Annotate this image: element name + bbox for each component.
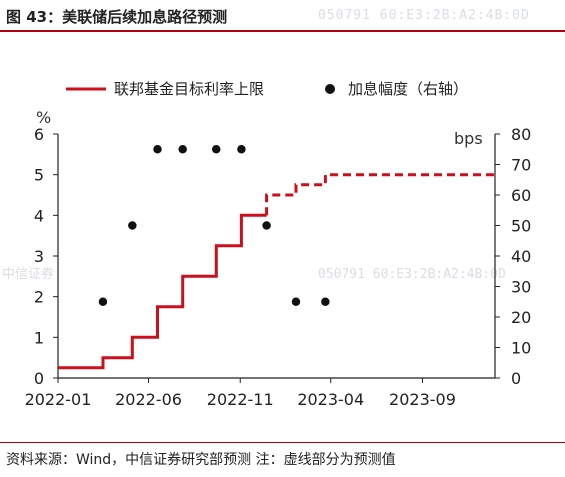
left-tick-label: 1 xyxy=(34,328,44,347)
left-tick-label: 5 xyxy=(34,166,44,185)
hike-point xyxy=(235,143,248,155)
x-tick-label: 2022-11 xyxy=(207,390,274,409)
rate-line-forecast xyxy=(265,173,495,216)
x-tick-label: 2022-01 xyxy=(25,390,92,409)
left-tick-label: 0 xyxy=(34,369,44,388)
right-tick-label: 70 xyxy=(511,156,531,175)
title-divider xyxy=(0,30,565,32)
source-note: 资料来源：Wind，中信证券研究部预测 注：虚线部分为预测值 xyxy=(6,452,396,468)
legend-label-hike: 加息幅度（右轴） xyxy=(348,80,468,98)
chart-title: 图 43：美联储后续加息路径预测 xyxy=(6,8,228,26)
x-tick-label: 2022-06 xyxy=(115,390,182,409)
right-tick-label: 20 xyxy=(511,308,531,327)
hike-point xyxy=(176,143,189,155)
rate-series xyxy=(58,173,495,370)
hike-point xyxy=(210,143,223,155)
watermark-top: 050791 60:E3:2B:A2:4B:0D xyxy=(318,8,530,23)
right-tick-label: 0 xyxy=(511,369,521,388)
right-tick-label: 10 xyxy=(511,339,531,358)
legend-dot-swatch xyxy=(325,84,335,94)
hike-series xyxy=(97,143,332,308)
watermark-mid-code: 050791 60:E3:2B:A2:4B:0D xyxy=(318,267,506,282)
right-tick-label: 30 xyxy=(511,278,531,297)
hike-point xyxy=(290,296,302,308)
right-tick-label: 50 xyxy=(511,217,531,236)
hike-point xyxy=(319,296,332,308)
right-tick-label: 80 xyxy=(511,125,531,144)
left-tick-label: 6 xyxy=(34,125,44,144)
source-divider xyxy=(0,442,565,443)
left-tick-label: 3 xyxy=(34,247,44,266)
hike-point xyxy=(260,219,273,232)
rate-hike-chart: 中信证券 050791 60:E3:2B:A2:4B:0D 联邦基金目标利率上限… xyxy=(2,80,532,409)
hike-point xyxy=(97,296,109,308)
watermark-mid-left: 中信证券 xyxy=(2,266,54,282)
right-tick-label: 60 xyxy=(511,186,531,205)
hike-point xyxy=(126,219,139,232)
right-tick-label: 40 xyxy=(511,247,531,266)
left-tick-label: 4 xyxy=(34,206,44,225)
hike-point xyxy=(151,143,164,155)
left-axis-unit: % xyxy=(36,108,51,127)
x-tick-label: 2023-04 xyxy=(297,390,364,409)
right-axis-unit: bps xyxy=(454,129,483,148)
legend: 联邦基金目标利率上限 加息幅度（右轴） xyxy=(66,80,468,98)
legend-label-rate: 联邦基金目标利率上限 xyxy=(114,80,264,98)
left-tick-label: 2 xyxy=(34,288,44,307)
x-tick-label: 2023-09 xyxy=(389,390,456,409)
rate-line-actual xyxy=(58,213,267,370)
